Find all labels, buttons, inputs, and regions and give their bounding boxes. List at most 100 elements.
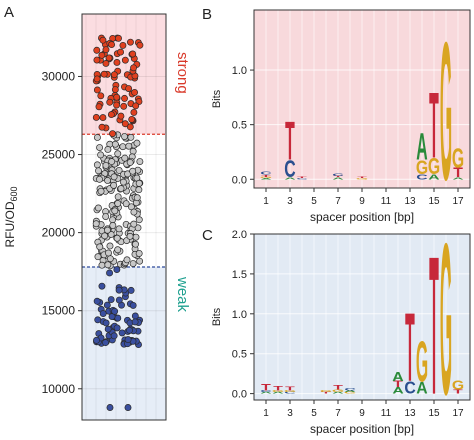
- logo-letter-a: A: [332, 392, 343, 394]
- intermediate-data-point: [110, 173, 118, 181]
- panel-c-letter: C: [202, 227, 213, 244]
- weak-data-point: [94, 316, 102, 324]
- y-tick-label: 25000: [42, 148, 76, 162]
- logo-letter-g: G: [356, 178, 369, 180]
- logo-letter-a: A: [416, 127, 427, 169]
- x-axis-label: spacer position [bp]: [310, 422, 414, 436]
- weak-data-point: [113, 324, 121, 332]
- x-tick-label: 11: [381, 408, 392, 419]
- intermediate-data-point: [129, 260, 137, 267]
- logo-letter-t: T: [453, 166, 463, 181]
- logo-letter-c: C: [260, 390, 271, 392]
- intermediate-data-point: [125, 142, 133, 150]
- intermediate-data-point: [135, 249, 143, 257]
- x-tick-label: 3: [287, 408, 293, 419]
- intermediate-data-point: [111, 207, 119, 215]
- logo-letter-a: A: [344, 390, 355, 392]
- logo-letter-a: A: [284, 177, 295, 180]
- intermediate-data-point: [101, 232, 109, 240]
- strong-data-point: [136, 41, 144, 49]
- intermediate-data-point: [102, 161, 110, 169]
- x-tick-label: 1: [263, 196, 269, 207]
- logo-letter-t: T: [297, 177, 307, 179]
- weak-annotation: weak: [174, 276, 191, 313]
- intermediate-data-point: [136, 158, 144, 165]
- logo-letter-c: C: [284, 392, 295, 394]
- strong-data-point: [92, 114, 100, 121]
- intermediate-data-point: [114, 200, 122, 207]
- logo-letter-a: A: [260, 392, 271, 394]
- intermediate-data-point: [93, 161, 101, 169]
- intermediate-data-point: [130, 208, 138, 216]
- strong-data-point: [121, 94, 128, 102]
- logo-letter-g: G: [416, 156, 428, 178]
- intermediate-data-point: [94, 253, 102, 261]
- intermediate-data-point: [121, 133, 128, 140]
- logo-letter-a: A: [416, 379, 428, 397]
- strong-data-point: [93, 75, 101, 83]
- intermediate-data-point: [135, 216, 143, 224]
- x-tick-label: 3: [287, 196, 293, 207]
- strong-data-point: [107, 111, 115, 119]
- strong-data-point: [97, 92, 105, 100]
- intermediate-data-point: [94, 204, 102, 212]
- intermediate-data-point: [136, 257, 144, 265]
- y-tick-label: 2.0: [232, 229, 247, 241]
- y-tick-label: 15000: [42, 304, 76, 318]
- strong-data-point: [130, 64, 138, 72]
- intermediate-data-point: [135, 179, 143, 187]
- intermediate-data-point: [106, 242, 114, 250]
- weak-data-point: [115, 296, 123, 304]
- x-tick-label: 13: [404, 196, 416, 207]
- intermediate-data-point: [96, 175, 103, 183]
- intermediate-data-point: [114, 193, 122, 201]
- y-tick-label: 1.0: [232, 65, 247, 77]
- intermediate-data-point: [93, 134, 101, 141]
- strong-data-point: [102, 46, 110, 54]
- intermediate-data-point: [133, 139, 141, 147]
- intermediate-data-point: [108, 158, 116, 166]
- intermediate-data-point: [121, 154, 129, 162]
- strong-data-point: [126, 123, 134, 131]
- intermediate-data-point: [104, 177, 112, 184]
- weak-data-point: [110, 332, 118, 340]
- weak-data-point: [124, 404, 132, 411]
- strong-data-point: [121, 56, 129, 64]
- x-tick-label: 9: [359, 408, 365, 419]
- y-tick-label: 10000: [42, 382, 76, 396]
- x-tick-label: 9: [359, 196, 365, 207]
- x-tick-label: 15: [428, 196, 440, 207]
- strong-data-point: [110, 71, 118, 79]
- intermediate-data-point: [130, 220, 138, 228]
- intermediate-data-point: [117, 185, 125, 193]
- logo-letter-a: A: [452, 177, 463, 180]
- strong-data-point: [113, 101, 121, 109]
- logo-letter-t: T: [357, 176, 367, 178]
- intermediate-data-point: [97, 151, 105, 159]
- strong-data-point: [93, 46, 101, 54]
- intermediate-data-point: [105, 249, 112, 257]
- intermediate-data-point: [129, 147, 137, 155]
- strong-data-point: [127, 38, 134, 46]
- logo-letter-t: T: [429, 74, 439, 179]
- strong-data-point: [128, 115, 136, 123]
- strong-data-point: [113, 59, 121, 66]
- intermediate-data-point: [127, 133, 135, 141]
- intermediate-data-point: [132, 240, 139, 248]
- plot-frame: [253, 9, 471, 189]
- x-tick-label: 5: [311, 196, 317, 207]
- weak-data-point: [127, 286, 135, 294]
- intermediate-data-point: [95, 167, 102, 175]
- intermediate-data-point: [115, 166, 123, 174]
- logo-letter-c: C: [416, 173, 427, 182]
- weak-data-point: [114, 314, 122, 322]
- intermediate-data-point: [109, 216, 117, 224]
- intermediate-data-point: [114, 150, 122, 158]
- weak-data-point: [129, 301, 137, 309]
- logo-letter-c: C: [404, 378, 415, 398]
- x-tick-label: 7: [335, 196, 341, 207]
- strong-data-point: [102, 60, 110, 67]
- weak-data-point: [113, 266, 121, 273]
- intermediate-data-point: [104, 261, 112, 269]
- logo-letter-a: A: [392, 385, 403, 395]
